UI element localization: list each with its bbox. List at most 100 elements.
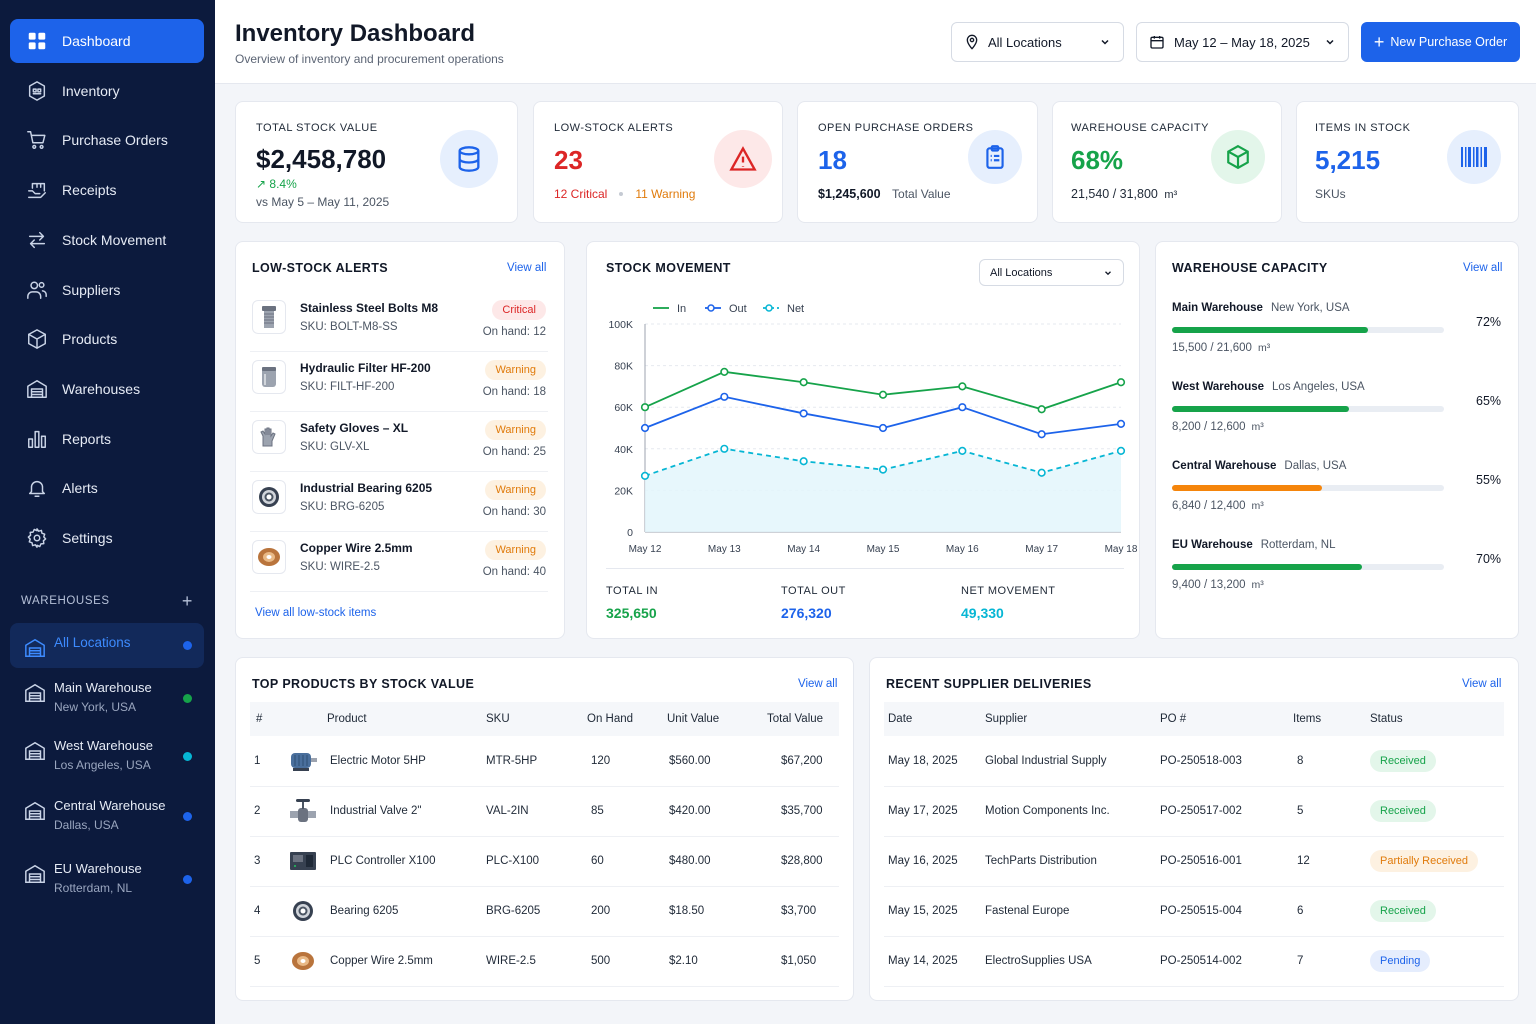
point-out[interactable] xyxy=(799,409,808,418)
sidebar-item-inventory[interactable]: Inventory xyxy=(10,69,204,113)
low-stock-alert-row[interactable]: Safety Gloves – XL SKU: GLV-XL Warning On h… xyxy=(250,414,548,472)
capacity-row[interactable]: EU Warehouse Rotterdam, NL 70% 9,400 / 13,2… xyxy=(1172,539,1502,591)
top-products-view-all-link[interactable]: View all xyxy=(798,678,838,690)
sidebar-warehouse-eu-warehouse[interactable]: EU Warehouse Rotterdam, NL xyxy=(10,857,204,907)
delivery-items: 6 xyxy=(1293,886,1370,937)
column-header[interactable]: PO # xyxy=(1160,702,1293,736)
point-in[interactable] xyxy=(1037,405,1046,414)
point-out[interactable] xyxy=(720,392,729,401)
capacity-view-all-link[interactable]: View all xyxy=(1463,262,1503,274)
warehouse-text: All Locations xyxy=(54,635,131,650)
bell-icon xyxy=(28,481,46,498)
table-row[interactable]: 5 Copper Wire 2.5mm WIRE-2.5 500 $2.10 $1,050 xyxy=(250,936,839,987)
column-header[interactable]: Date xyxy=(884,702,985,736)
low-stock-alert-row[interactable]: Hydraulic Filter HF-200 SKU: FILT-HF-200 W… xyxy=(250,354,548,412)
point-in[interactable] xyxy=(799,378,808,387)
column-header[interactable]: SKU xyxy=(486,702,587,736)
add-warehouse-button[interactable]: + xyxy=(181,591,193,611)
point-net[interactable] xyxy=(1116,446,1126,455)
low-stock-view-all-link[interactable]: View all xyxy=(507,262,547,274)
sidebar-item-alerts[interactable]: Alerts xyxy=(10,466,204,510)
point-net[interactable] xyxy=(1037,468,1046,477)
capacity-row[interactable]: West Warehouse Los Angeles, USA 65% 8,200 /… xyxy=(1172,381,1502,433)
legend-item-net[interactable]: Net xyxy=(763,303,804,315)
point-out[interactable] xyxy=(958,403,967,412)
section-title: WAREHOUSE CAPACITY xyxy=(1172,261,1328,275)
date-range-select[interactable]: May 12 – May 18, 2025 xyxy=(1136,22,1349,62)
column-header[interactable]: On Hand xyxy=(587,702,667,736)
table-row[interactable]: May 17, 2025 Motion Components Inc. PO-250… xyxy=(884,786,1504,837)
legend-item-out[interactable]: Out xyxy=(705,303,747,315)
sidebar-item-settings[interactable]: Settings xyxy=(10,516,204,560)
table-row[interactable]: May 18, 2025 Global Industrial Supply PO-2… xyxy=(884,736,1504,787)
point-out[interactable] xyxy=(640,423,650,433)
delivery-po-number[interactable]: PO-250517-002 xyxy=(1160,786,1293,837)
point-in[interactable] xyxy=(1116,378,1126,387)
point-net[interactable] xyxy=(799,457,808,466)
sidebar-warehouse-central-warehouse[interactable]: Central Warehouse Dallas, USA xyxy=(10,794,204,844)
column-header[interactable]: Items xyxy=(1293,702,1370,736)
delivery-po-number[interactable]: PO-250516-001 xyxy=(1160,836,1293,887)
table-row[interactable]: 2 Industrial Valve 2" VAL-2IN 85 $420.00 $35,… xyxy=(250,786,839,837)
sidebar-item-suppliers[interactable]: Suppliers xyxy=(10,268,204,312)
sidebar-item-purchase-orders[interactable]: Purchase Orders xyxy=(10,118,204,162)
legend-item-in[interactable]: In xyxy=(653,303,686,315)
column-header[interactable]: Unit Value xyxy=(667,702,767,736)
table-row[interactable]: 1 Electric Motor 5HP MTR-5HP 120 $560.00 $67,… xyxy=(250,736,839,787)
new-purchase-order-button[interactable]: + New Purchase Order xyxy=(1361,22,1520,62)
point-out[interactable] xyxy=(1116,419,1126,428)
point-out[interactable] xyxy=(878,423,888,433)
view-all-low-stock-link[interactable]: View all low-stock items xyxy=(255,607,377,619)
point-in[interactable] xyxy=(720,367,729,376)
warehouse-name: West Warehouse xyxy=(54,738,153,753)
movement-location-select[interactable]: All Locations xyxy=(979,259,1124,286)
sidebar-warehouse-west-warehouse[interactable]: West Warehouse Los Angeles, USA xyxy=(10,734,204,784)
warehouses-heading-row: WAREHOUSES + xyxy=(21,591,193,611)
location-select[interactable]: All Locations xyxy=(951,22,1124,62)
sidebar-item-receipts[interactable]: Receipts xyxy=(10,168,204,212)
sidebar-warehouse-main-warehouse[interactable]: Main Warehouse New York, USA xyxy=(10,676,204,726)
delivery-po-number[interactable]: PO-250518-003 xyxy=(1160,736,1293,787)
sidebar-item-stock-movement[interactable]: Stock Movement xyxy=(10,218,204,262)
table-row[interactable]: 4 Bearing 6205 BRG-6205 200 $18.50 $3,700 xyxy=(250,886,839,937)
deliveries-view-all-link[interactable]: View all xyxy=(1462,678,1502,690)
sidebar-item-reports[interactable]: Reports xyxy=(10,417,204,461)
delivery-po-number[interactable]: PO-250514-002 xyxy=(1160,936,1293,987)
table-row[interactable]: May 15, 2025 Fastenal Europe PO-250515-004… xyxy=(884,886,1504,937)
low-stock-alert-row[interactable]: Stainless Steel Bolts M8 SKU: BOLT-M8-SS C… xyxy=(250,294,548,352)
low-stock-alert-row[interactable]: Copper Wire 2.5mm SKU: WIRE-2.5 Warning On … xyxy=(250,534,548,592)
delivery-po-number[interactable]: PO-250515-004 xyxy=(1160,886,1293,937)
point-net[interactable] xyxy=(640,471,650,480)
point-net[interactable] xyxy=(720,444,729,453)
status-badge: Received xyxy=(1370,749,1436,772)
sidebar-item-dashboard[interactable]: Dashboard xyxy=(10,19,204,63)
sidebar-item-products[interactable]: Products xyxy=(10,317,204,361)
column-header[interactable]: Supplier xyxy=(985,702,1160,736)
delivery-items: 5 xyxy=(1293,786,1370,837)
kpi-label: TOTAL STOCK VALUE xyxy=(256,122,378,134)
point-in[interactable] xyxy=(878,390,888,399)
point-net[interactable] xyxy=(878,465,888,474)
table-row[interactable]: 3 PLC Controller X100 PLC-X100 60 $480.00 $28… xyxy=(250,836,839,887)
point-in[interactable] xyxy=(958,382,967,391)
capacity-percent: 55% xyxy=(1476,473,1502,487)
point-in[interactable] xyxy=(640,403,650,412)
sidebar-warehouse-all-locations[interactable]: All Locations xyxy=(10,623,204,668)
point-net[interactable] xyxy=(958,446,967,455)
table-row[interactable]: May 14, 2025 ElectroSupplies USA PO-250514… xyxy=(884,936,1504,987)
column-header[interactable]: Status xyxy=(1370,702,1504,736)
sidebar-item-warehouses[interactable]: Warehouses xyxy=(10,367,204,411)
column-header[interactable]: # xyxy=(250,702,286,736)
capacity-row[interactable]: Central Warehouse Dallas, USA 55% 6,840 / 1… xyxy=(1172,460,1502,512)
legend-label: Out xyxy=(729,303,747,315)
point-out[interactable] xyxy=(1037,430,1046,439)
top-products-panel: TOP PRODUCTS BY STOCK VALUE View all # Pr… xyxy=(235,657,854,1001)
table-row[interactable]: May 16, 2025 TechParts Distribution PO-250… xyxy=(884,836,1504,887)
low-stock-alert-row[interactable]: Industrial Bearing 6205 SKU: BRG-6205 Warn… xyxy=(250,474,548,532)
gear-icon xyxy=(27,528,47,548)
capacity-row[interactable]: Main Warehouse New York, USA 72% 15,500 / 2… xyxy=(1172,302,1502,354)
warehouse-icon xyxy=(25,741,45,760)
status-badge: Partially Received xyxy=(1370,850,1479,872)
column-header[interactable]: Product xyxy=(286,702,486,736)
column-header[interactable]: Total Value xyxy=(767,702,839,736)
